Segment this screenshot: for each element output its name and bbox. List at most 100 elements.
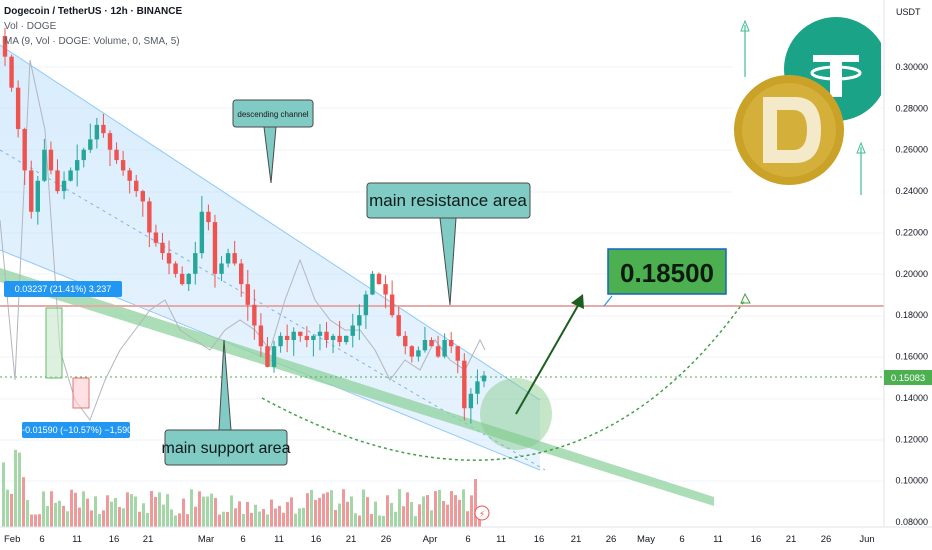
candle-body [245, 284, 250, 305]
volume-bar [358, 515, 361, 527]
time-tick-label: 11 [496, 534, 506, 545]
volume-bar [294, 513, 297, 527]
volume-bar [38, 514, 41, 527]
measure-down-tag [22, 422, 130, 438]
candle-body [107, 133, 113, 150]
volume-bar [146, 512, 149, 527]
time-axis-bg[interactable] [0, 527, 932, 550]
volume-bar [202, 496, 205, 527]
price-tick-label: 0.22000 [895, 227, 928, 237]
volume-bar [218, 514, 221, 527]
volume-bar [206, 496, 209, 527]
candle-body [298, 331, 303, 336]
volume-bar [230, 495, 233, 527]
volume-bar [182, 498, 185, 527]
candle-body [468, 393, 474, 409]
volume-bar [34, 514, 37, 527]
price-tick-label: 0.20000 [895, 269, 928, 279]
candle-body [206, 211, 211, 223]
volume-bar [86, 498, 89, 527]
callout-descending-channel-pointer [263, 126, 277, 184]
volume-bar [186, 514, 189, 527]
volume-bar [2, 462, 5, 527]
volume-bar [134, 496, 137, 527]
volume-bar [246, 501, 249, 527]
volume-bar [82, 491, 85, 527]
legend-symbol[interactable]: Dogecoin / TetherUS · 12h · BINANCE [4, 6, 183, 17]
volume-bar [210, 493, 213, 527]
volume-bar [318, 497, 321, 527]
price-tick-label: 0.26000 [895, 145, 928, 155]
target-arrow-head [571, 294, 584, 309]
volume-bar [406, 492, 409, 527]
flash-icon-glyph: ⚡ [479, 510, 485, 520]
callout-resistance-text: main resistance area [369, 191, 527, 210]
volume-bar [54, 502, 57, 527]
candle-body [186, 273, 191, 285]
time-tick-label: 16 [534, 534, 545, 545]
volume-bar [458, 499, 461, 527]
volume-bar [366, 497, 369, 527]
volume-bar [306, 493, 309, 527]
volume-bar [302, 507, 305, 527]
price-axis-bg[interactable] [884, 0, 932, 527]
doge-tether-logo [733, 7, 888, 201]
time-tick-label: 16 [751, 534, 762, 545]
callout-support-pointer [218, 339, 232, 431]
candle-body [304, 335, 310, 340]
legend-ma[interactable]: MA (9, Vol · DOGE: Volume, 0, SMA, 5) [4, 36, 180, 47]
time-tick-label: 26 [821, 534, 832, 545]
candle-body [383, 284, 388, 295]
volume-bar [346, 501, 349, 527]
volume-bar [66, 511, 69, 527]
candle-body [153, 232, 159, 243]
legend-volume[interactable]: Vol · DOGE [4, 21, 57, 32]
candle-body [61, 180, 67, 192]
volume-bar [174, 515, 177, 527]
price-tick-label: 0.18000 [895, 310, 928, 320]
volume-bar [234, 508, 237, 527]
volume-bar [258, 511, 261, 527]
measure-up-box [45, 307, 63, 379]
volume-bar [410, 501, 413, 527]
volume-bar [238, 501, 241, 527]
target-arrow-line [515, 301, 581, 415]
candle-body [442, 340, 447, 357]
volume-bar [470, 495, 473, 527]
measure-up-tag [4, 281, 122, 297]
candle-body [114, 149, 119, 161]
candle-body [35, 180, 41, 212]
candle-body [140, 191, 145, 202]
candle-body [455, 346, 460, 361]
price-tick-label: 0.08000 [895, 517, 928, 527]
candle-body [232, 253, 237, 264]
candle-body [94, 124, 100, 140]
volume-bar [90, 510, 93, 527]
price-tick-label: 0.10000 [895, 476, 928, 486]
volume-bar [414, 516, 417, 527]
volume-bar [170, 509, 173, 527]
candle-body [134, 180, 139, 192]
volume-bar [6, 489, 9, 527]
volume-bar [102, 510, 105, 527]
candle-body [127, 170, 132, 181]
candle-body [147, 201, 152, 233]
volume-bar [298, 508, 301, 527]
volume-bar [370, 514, 373, 527]
candle-body [435, 346, 441, 357]
volume-bar [434, 491, 437, 527]
flash-icon[interactable] [474, 505, 490, 521]
volume-bar [94, 496, 97, 527]
volume-bar [454, 495, 457, 527]
volume-bar [110, 501, 113, 527]
candle-body [173, 263, 178, 274]
volume-bar [466, 511, 469, 527]
volume-bar [474, 479, 477, 527]
candle-body [363, 294, 369, 316]
candle-body [239, 263, 244, 285]
candle-body [88, 139, 93, 150]
candle-body [179, 273, 185, 285]
volume-bar [442, 501, 445, 527]
volume-bar [138, 511, 141, 527]
